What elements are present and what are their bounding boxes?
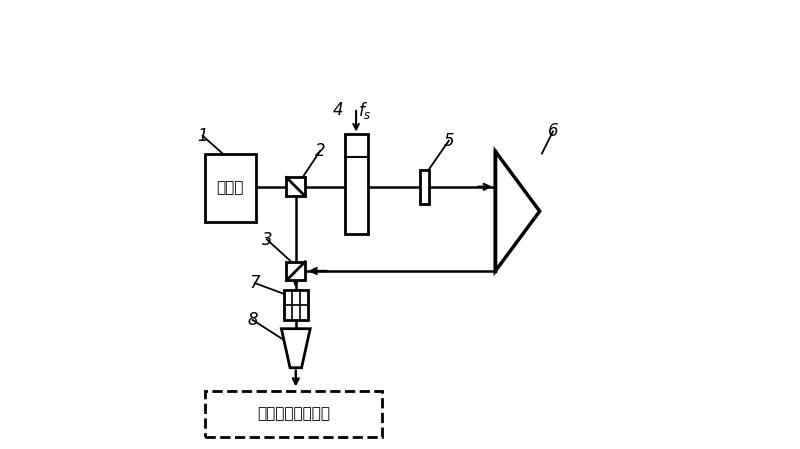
Text: 6: 6: [548, 123, 558, 141]
Text: 5: 5: [443, 132, 454, 150]
Polygon shape: [282, 329, 310, 368]
Bar: [205, 154, 256, 222]
Text: 3: 3: [262, 231, 272, 249]
Bar: [283, 290, 308, 320]
Bar: [345, 135, 368, 234]
Text: 1: 1: [198, 127, 208, 145]
Text: $f_s$: $f_s$: [358, 100, 372, 121]
Bar: [419, 170, 430, 204]
Polygon shape: [286, 177, 305, 196]
Polygon shape: [495, 151, 540, 271]
Text: 2: 2: [315, 142, 326, 160]
Text: 7: 7: [250, 274, 260, 292]
Text: 后续的电子学部分: 后续的电子学部分: [257, 407, 330, 422]
Text: 4: 4: [333, 101, 344, 119]
Polygon shape: [286, 262, 305, 280]
Bar: [205, 391, 382, 437]
Text: 8: 8: [247, 311, 258, 329]
Text: 激光器: 激光器: [217, 180, 244, 195]
